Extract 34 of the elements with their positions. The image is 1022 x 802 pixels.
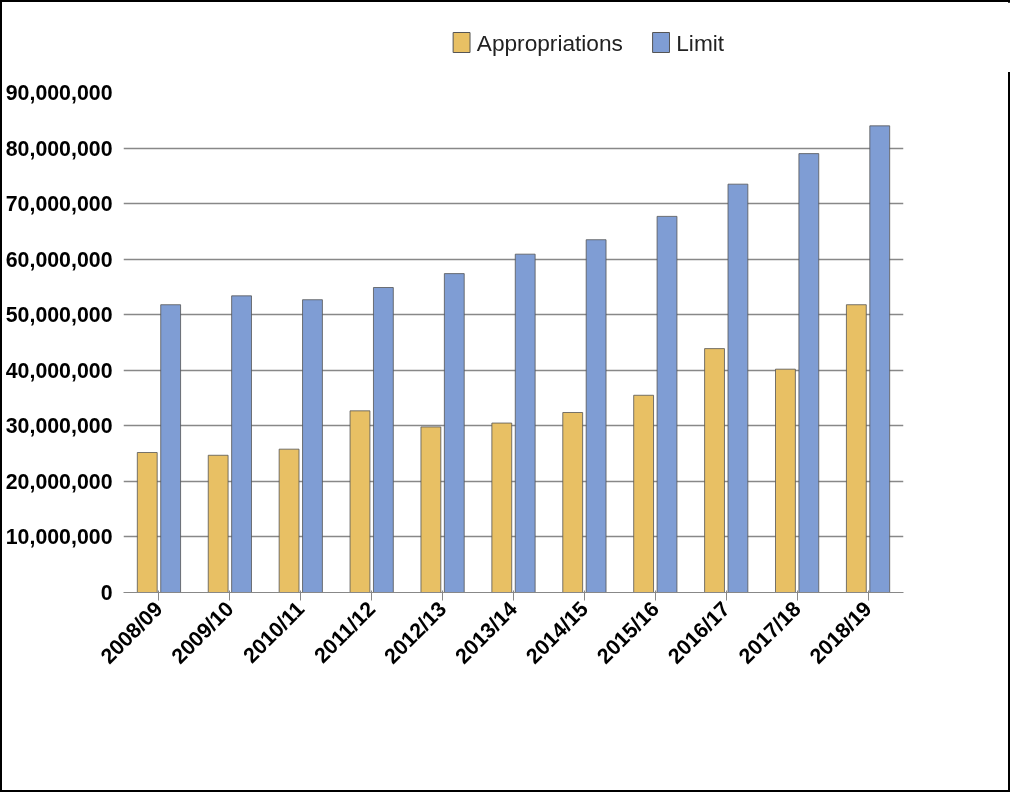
bar: [704, 348, 725, 593]
bar: [136, 452, 158, 593]
bar: [798, 153, 820, 593]
y-tick-label: 60,000,000: [5, 247, 113, 272]
bar: [278, 448, 300, 593]
bar: [514, 253, 536, 593]
bar: [160, 304, 181, 593]
bar: [443, 273, 465, 593]
y-tick-label: 20,000,000: [5, 469, 113, 494]
bar: [585, 239, 607, 593]
bar: [846, 304, 867, 593]
bar: [373, 287, 394, 593]
legend-label: Appropriations: [476, 29, 623, 56]
bar: [302, 299, 323, 593]
bar: [633, 394, 654, 593]
bar: [420, 426, 442, 593]
y-tick-label: 0: [100, 581, 113, 605]
legend-label: Limit: [676, 29, 725, 56]
y-tick-label: 70,000,000: [5, 192, 113, 217]
bar: [727, 183, 749, 593]
y-tick-label: 10,000,000: [5, 525, 113, 550]
bar: [869, 125, 891, 593]
y-tick-label: 50,000,000: [5, 303, 113, 328]
y-tick-label: 30,000,000: [5, 414, 113, 439]
bar: [231, 295, 252, 593]
y-tick-label: 90,000,000: [5, 81, 113, 105]
y-tick-label: 80,000,000: [5, 136, 113, 161]
bar: [775, 368, 796, 593]
y-tick-label: 40,000,000: [5, 358, 113, 383]
bar: [491, 422, 513, 593]
bar: [349, 410, 371, 593]
bar: [207, 454, 229, 593]
bar: [656, 215, 678, 593]
bar: [562, 412, 584, 593]
